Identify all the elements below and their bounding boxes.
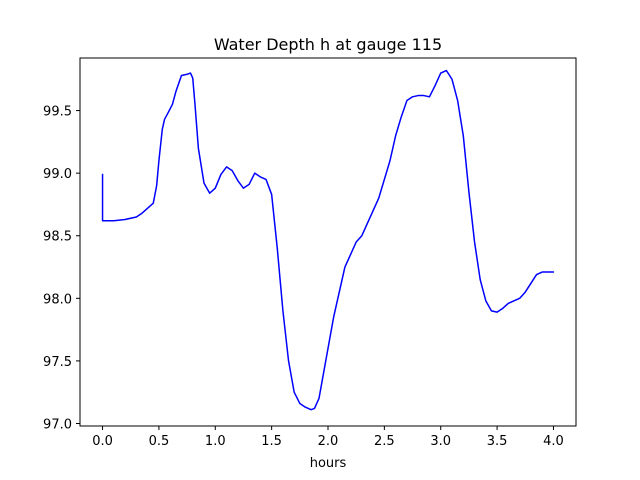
x-tick-label: 3.5: [487, 434, 508, 449]
x-axis-label: hours: [310, 456, 347, 471]
y-tick-label: 98.0: [43, 292, 72, 307]
plot-area: [101, 69, 555, 411]
x-tick-label: 4.0: [543, 434, 564, 449]
y-tick-label: 98.5: [43, 230, 72, 245]
x-tick-label: 1.0: [205, 434, 226, 449]
x-tick-label: 0.0: [92, 434, 113, 449]
chart-title: Water Depth h at gauge 115: [214, 35, 442, 54]
x-tick-label: 1.5: [261, 434, 282, 449]
x-tick-label: 2.0: [318, 434, 339, 449]
series-line: [101, 69, 555, 411]
y-tick-label: 97.0: [43, 417, 72, 432]
y-tick-label: 99.0: [43, 167, 72, 182]
y-tick-label: 97.5: [43, 355, 72, 370]
x-tick-label: 3.0: [430, 434, 451, 449]
x-tick-label: 0.5: [149, 434, 170, 449]
y-tick-label: 99.5: [43, 105, 72, 120]
y-axis: 97.0 97.5 98.0 98.5 99.0 99.5: [43, 105, 80, 432]
x-tick-label: 2.5: [374, 434, 395, 449]
x-axis: 0.0 0.5 1.0 1.5 2.0 2.5 3.0 3.5 4.0: [92, 426, 564, 449]
